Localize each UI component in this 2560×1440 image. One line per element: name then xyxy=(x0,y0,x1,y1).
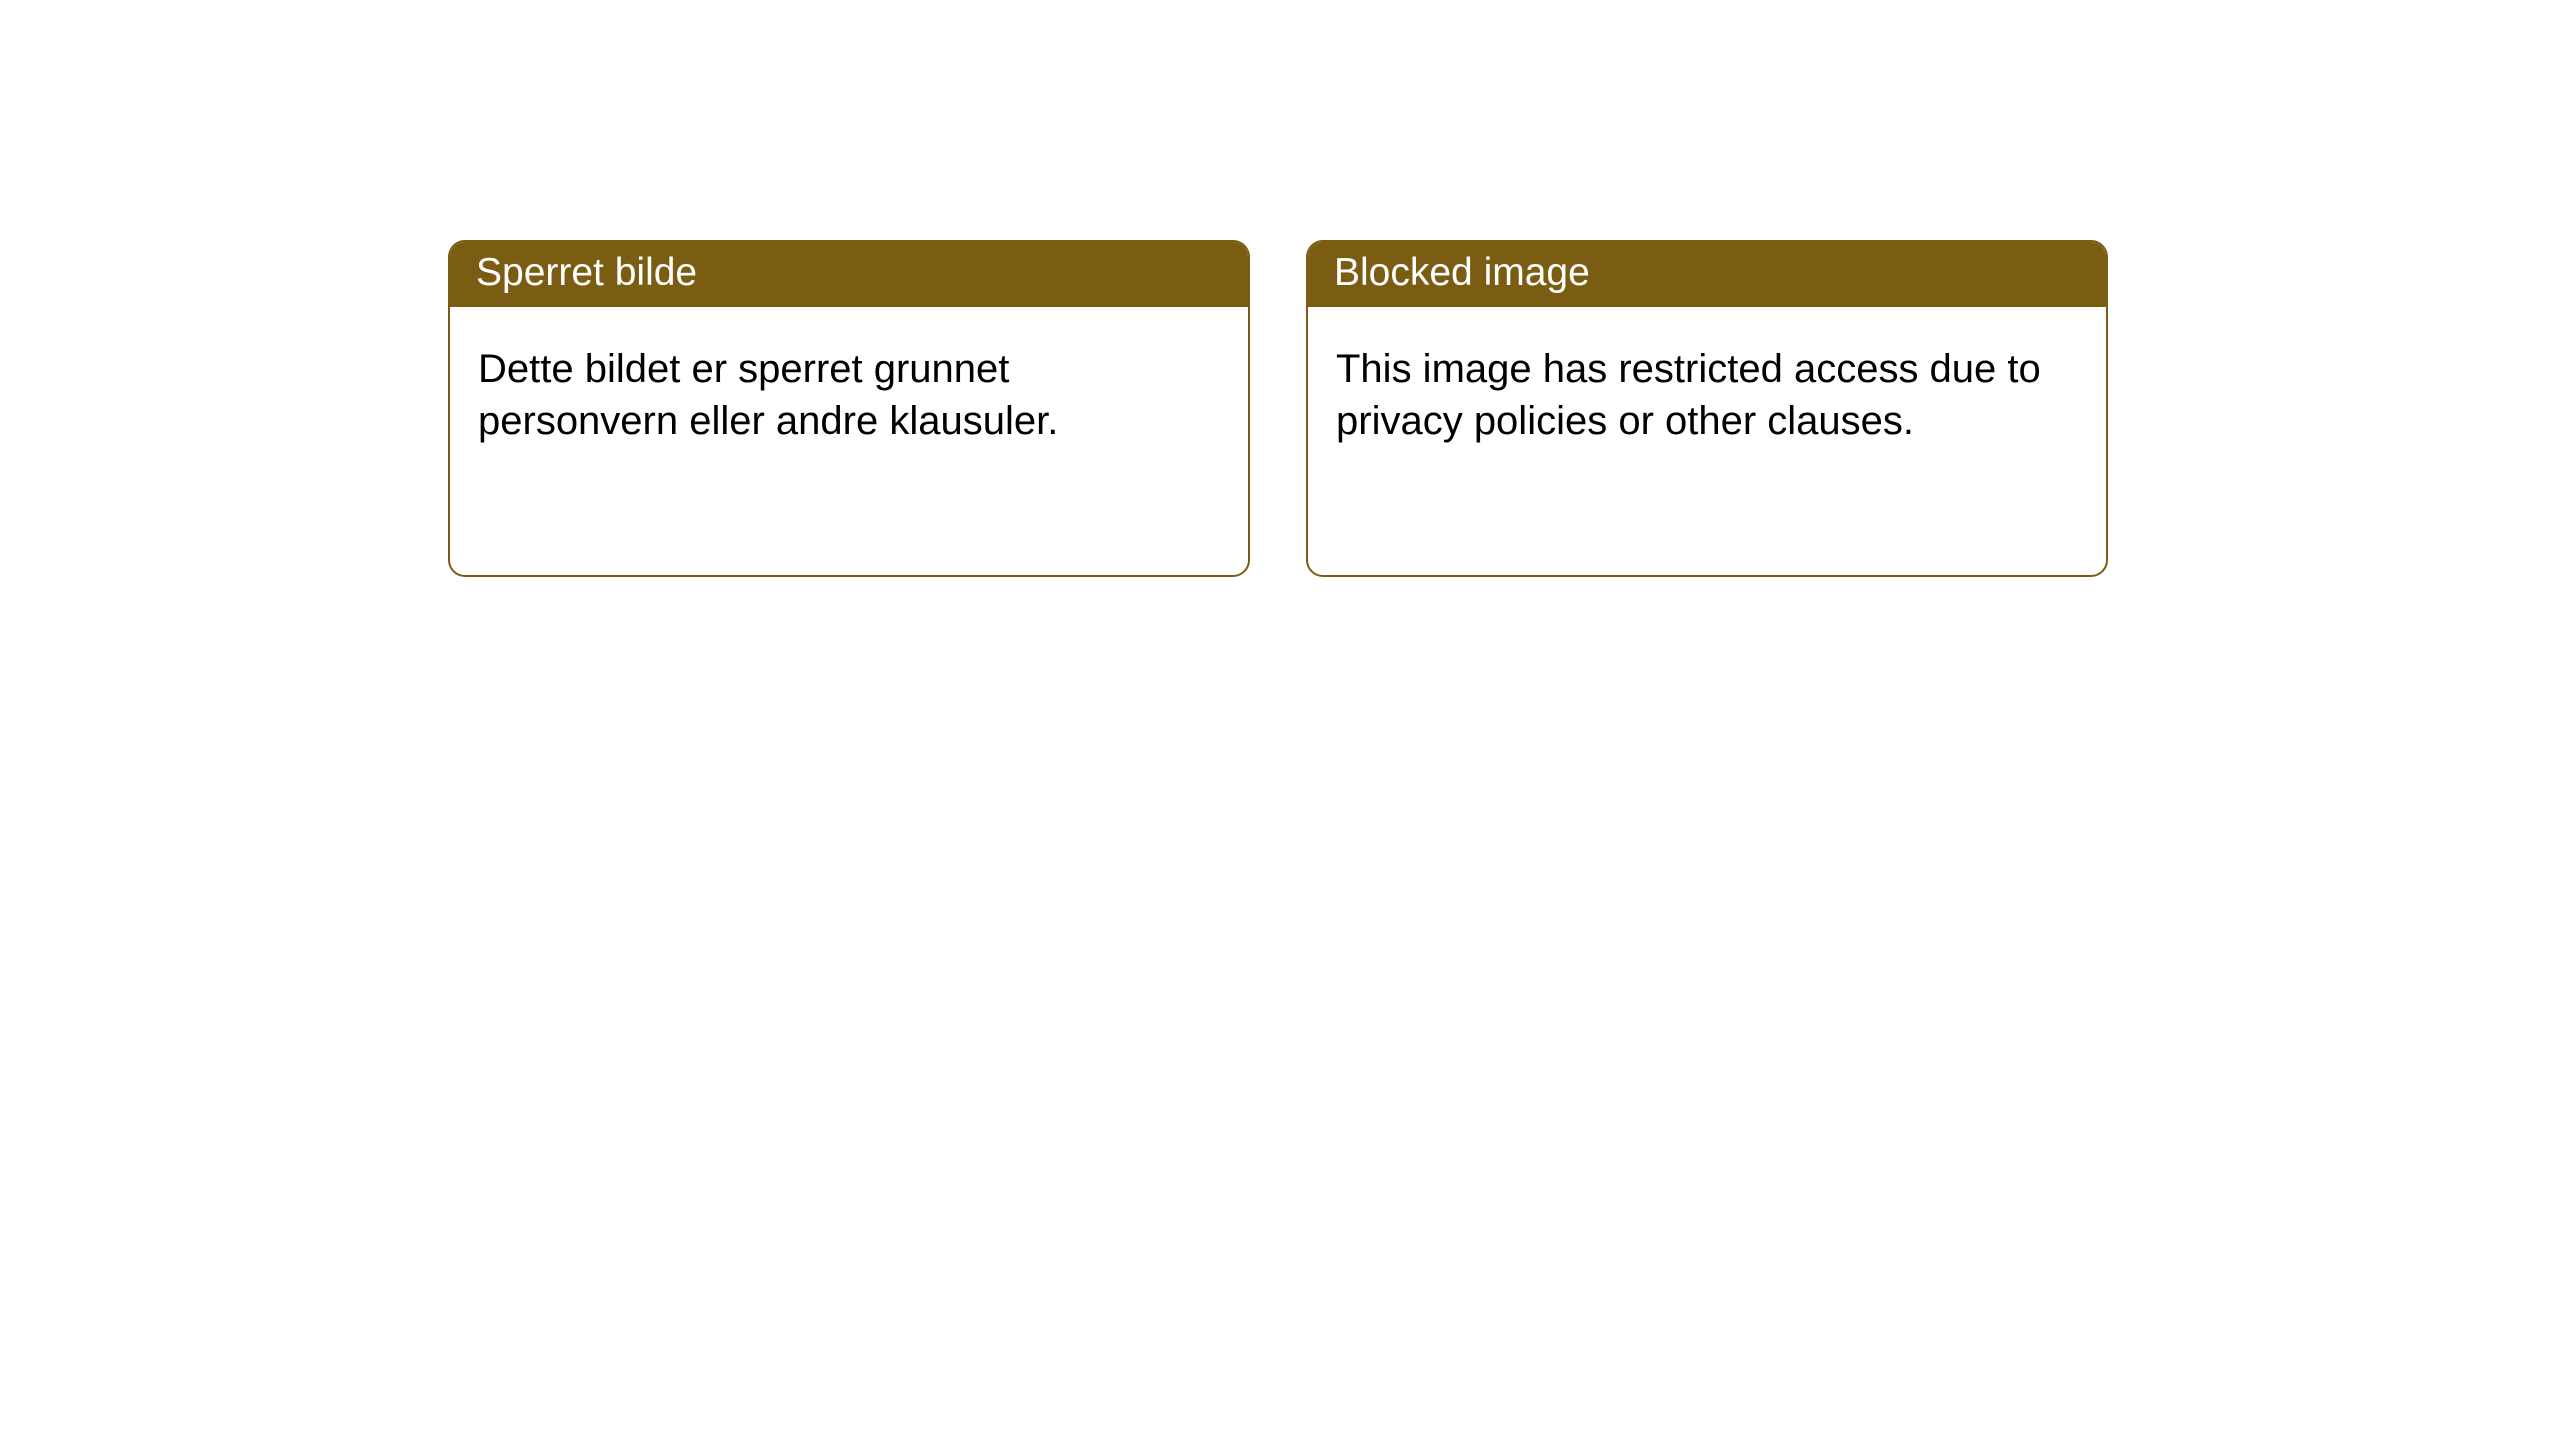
panel-title: Sperret bilde xyxy=(476,251,697,294)
notice-panel-english: Blocked image This image has restricted … xyxy=(1306,240,2108,577)
panel-header: Sperret bilde xyxy=(450,242,1248,307)
panel-text: This image has restricted access due to … xyxy=(1336,343,2078,449)
panel-title: Blocked image xyxy=(1334,251,1590,294)
panel-text: Dette bildet er sperret grunnet personve… xyxy=(478,343,1220,449)
panel-body: Dette bildet er sperret grunnet personve… xyxy=(450,307,1248,575)
notice-panel-norwegian: Sperret bilde Dette bildet er sperret gr… xyxy=(448,240,1250,577)
panel-header: Blocked image xyxy=(1308,242,2106,307)
notice-panels-container: Sperret bilde Dette bildet er sperret gr… xyxy=(448,240,2108,577)
panel-body: This image has restricted access due to … xyxy=(1308,307,2106,575)
